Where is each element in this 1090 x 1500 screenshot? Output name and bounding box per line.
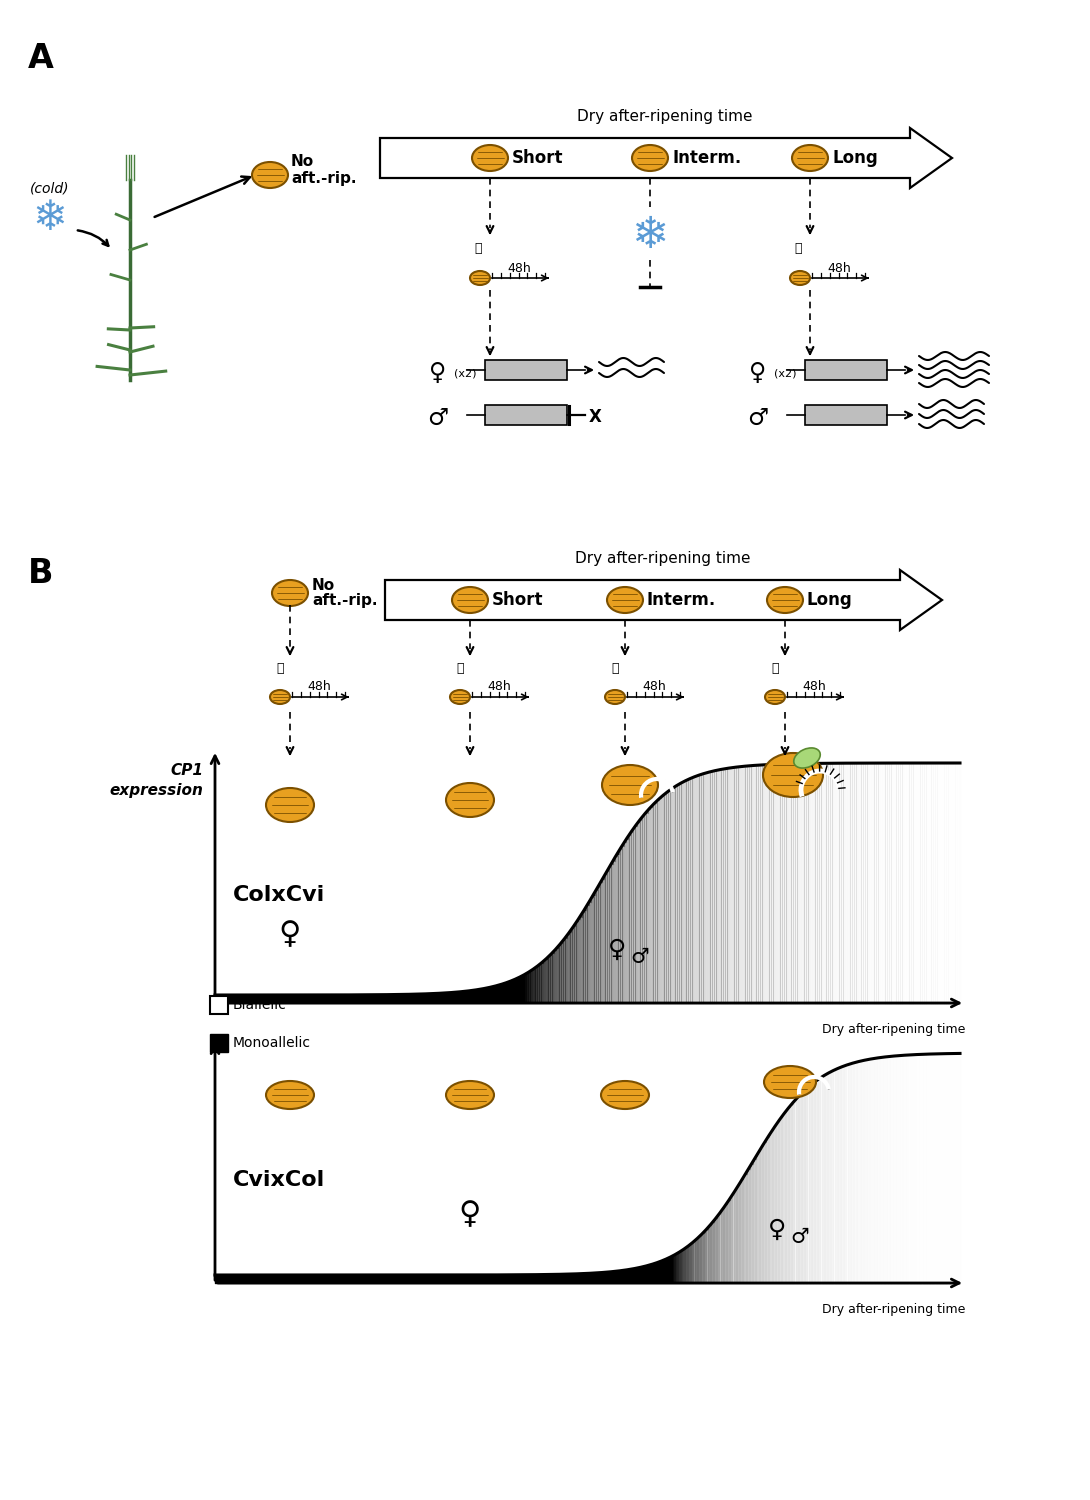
Text: 💧: 💧 (474, 242, 482, 255)
Text: expression: expression (109, 783, 203, 798)
Text: ❄: ❄ (33, 196, 68, 238)
Text: CvixCol: CvixCol (233, 1170, 325, 1190)
Text: Dry after-ripening time: Dry after-ripening time (574, 550, 750, 566)
Text: 💧: 💧 (276, 663, 283, 675)
Text: Short: Short (492, 591, 544, 609)
Text: Dry after-ripening time: Dry after-ripening time (822, 1304, 965, 1316)
Text: ♀: ♀ (608, 938, 626, 962)
Ellipse shape (270, 690, 290, 703)
Polygon shape (385, 570, 942, 630)
Ellipse shape (605, 690, 625, 703)
Text: Dry after-ripening time: Dry after-ripening time (578, 110, 753, 125)
Bar (806, 360, 887, 380)
Ellipse shape (792, 146, 828, 171)
Ellipse shape (765, 690, 785, 703)
Text: ♀: ♀ (279, 921, 301, 950)
Text: 💧: 💧 (611, 663, 619, 675)
Ellipse shape (446, 783, 494, 818)
Text: aft.-rip.: aft.-rip. (291, 171, 356, 186)
Text: (x2): (x2) (774, 368, 797, 378)
Text: (cold): (cold) (31, 182, 70, 195)
Ellipse shape (470, 272, 491, 285)
Ellipse shape (794, 748, 821, 768)
Text: 48h: 48h (827, 261, 851, 274)
Text: B: B (28, 556, 53, 590)
Text: Interm.: Interm. (673, 148, 741, 166)
Text: Monoallelic: Monoallelic (233, 1036, 311, 1050)
Bar (806, 405, 887, 424)
Text: 48h: 48h (508, 261, 532, 274)
Text: 48h: 48h (487, 681, 511, 693)
Text: No: No (312, 578, 335, 592)
Ellipse shape (272, 580, 308, 606)
Ellipse shape (767, 586, 803, 613)
Ellipse shape (252, 162, 288, 188)
Text: ♂: ♂ (790, 1227, 810, 1246)
Text: ♀: ♀ (767, 1218, 786, 1242)
Ellipse shape (607, 586, 643, 613)
Text: CP1: CP1 (170, 764, 203, 778)
Text: Short: Short (512, 148, 564, 166)
Ellipse shape (764, 1066, 816, 1098)
Ellipse shape (472, 146, 508, 171)
Text: 48h: 48h (307, 681, 331, 693)
Text: Biallelic: Biallelic (233, 998, 287, 1012)
Text: No: No (291, 154, 314, 170)
Text: ♂: ♂ (427, 406, 449, 430)
Ellipse shape (446, 1082, 494, 1108)
Text: Dry after-ripening time: Dry after-ripening time (822, 1023, 965, 1036)
Text: ♀: ♀ (459, 1200, 481, 1230)
Polygon shape (380, 128, 952, 188)
Text: Long: Long (807, 591, 852, 609)
Text: Long: Long (832, 148, 877, 166)
Text: ♀: ♀ (429, 362, 447, 386)
Bar (210, 1034, 228, 1052)
Bar (485, 405, 567, 424)
Text: ✿: ✿ (125, 146, 132, 152)
Text: X: X (589, 408, 602, 426)
Bar (210, 996, 228, 1014)
Bar (485, 360, 567, 380)
Ellipse shape (632, 146, 668, 171)
Ellipse shape (601, 1082, 649, 1108)
Text: 💧: 💧 (772, 663, 778, 675)
Ellipse shape (452, 586, 488, 613)
Text: 48h: 48h (802, 681, 826, 693)
Text: 💧: 💧 (795, 242, 802, 255)
Text: (x2): (x2) (455, 368, 476, 378)
Text: aft.-rip.: aft.-rip. (312, 594, 377, 609)
Text: 48h: 48h (643, 681, 666, 693)
Text: A: A (28, 42, 53, 75)
Text: ✿: ✿ (123, 146, 130, 152)
Ellipse shape (763, 753, 823, 796)
Text: 💧: 💧 (457, 663, 463, 675)
Text: ColxCvi: ColxCvi (233, 885, 325, 904)
Text: ❄: ❄ (631, 213, 668, 256)
Text: Interm.: Interm. (647, 591, 716, 609)
Text: ♂: ♂ (748, 406, 768, 430)
Text: ♂: ♂ (631, 946, 650, 968)
Ellipse shape (450, 690, 470, 703)
Text: ✿: ✿ (131, 146, 136, 152)
Ellipse shape (266, 788, 314, 822)
Text: ✿: ✿ (129, 146, 134, 152)
Ellipse shape (602, 765, 658, 806)
Ellipse shape (790, 272, 810, 285)
Text: ♀: ♀ (750, 362, 766, 386)
Ellipse shape (266, 1082, 314, 1108)
